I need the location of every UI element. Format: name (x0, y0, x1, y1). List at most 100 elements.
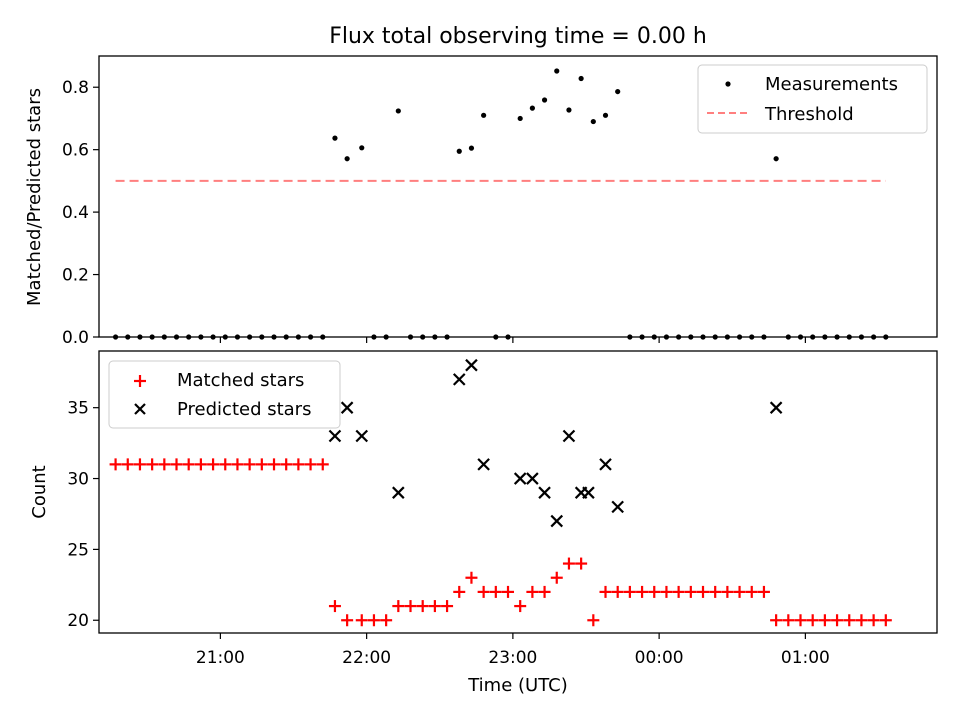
predicted-star-point (477, 458, 490, 471)
measurement-point (797, 334, 804, 340)
measurement-point (627, 334, 633, 340)
x-tick-label: 22:00 (342, 648, 391, 668)
x-tick-label: 23:00 (488, 648, 537, 668)
matched-star-point (733, 585, 746, 598)
matched-star-point (109, 458, 122, 471)
matched-star-point (428, 600, 441, 613)
matched-star-point (146, 458, 159, 471)
matched-star-point (121, 458, 134, 471)
measurement-point (822, 334, 828, 340)
matched-star-point (416, 600, 429, 613)
matched-star-point (489, 585, 502, 598)
y-tick-label: 0.8 (62, 78, 89, 98)
matched-star-point (304, 458, 317, 471)
y-tick-label: 0.2 (62, 266, 89, 286)
measurement-point (371, 334, 377, 340)
measurement-point (529, 105, 535, 111)
measurement-point (810, 334, 816, 340)
measurement-point (554, 68, 560, 74)
bottom-y-ticks: 20 25 30 35 (67, 399, 99, 631)
top-legend-box (697, 64, 928, 134)
measurement-point (761, 334, 767, 340)
matched-star-point (648, 585, 661, 598)
legend-matched-label: Matched stars (177, 370, 304, 391)
legend-predicted-marker (134, 403, 146, 415)
measurement-point (320, 334, 326, 340)
predicted-star-point (465, 358, 478, 372)
measurement-point (858, 334, 865, 340)
measurement-point (651, 334, 657, 340)
predicted-stars-series (328, 358, 783, 528)
measurement-point (468, 145, 475, 151)
matched-star-point (441, 600, 454, 613)
matched-star-point (879, 614, 892, 627)
legend-predicted-label: Predicted stars (177, 399, 311, 420)
predicted-star-point (599, 458, 612, 471)
matched-star-point (243, 458, 256, 471)
matched-star-point (465, 571, 478, 584)
matched-star-point (599, 585, 612, 598)
matched-star-point (855, 614, 868, 627)
matched-star-point (367, 614, 380, 627)
matched-star-point (672, 585, 685, 598)
measurement-point (307, 334, 314, 340)
y-tick-label: 0.0 (62, 328, 89, 348)
measurement-point (590, 118, 596, 125)
measurement-point (785, 334, 791, 340)
measurement-point (295, 334, 301, 340)
legend-measurements-label: Measurements (765, 74, 898, 95)
matched-star-point (280, 458, 293, 471)
top-x-ticks (219, 337, 806, 343)
measurement-point (222, 334, 228, 340)
y-tick-label: 20 (67, 611, 89, 631)
measurement-point (395, 108, 401, 114)
matched-star-point (611, 585, 624, 598)
measurement-point (198, 334, 204, 340)
y-tick-label: 30 (67, 470, 89, 490)
matched-star-point (268, 458, 281, 471)
measurement-point (639, 334, 645, 340)
matched-star-point (182, 458, 195, 471)
y-tick-label: 0.6 (62, 141, 89, 161)
top-plot-frame (98, 55, 938, 338)
predicted-star-point (452, 373, 466, 386)
matched-star-point (341, 614, 354, 627)
predicted-star-point (392, 486, 405, 499)
bottom-y-axis-label: Count (29, 465, 50, 518)
bottom-legend-box (108, 360, 341, 429)
predicted-star-point (550, 514, 564, 528)
measurement-point (773, 156, 779, 162)
matched-star-point (660, 585, 673, 598)
x-tick-label: 21:00 (196, 648, 245, 668)
measurement-point (481, 112, 487, 118)
measurement-point (541, 97, 548, 103)
bottom-x-axis-label: Time (UTC) (467, 675, 568, 696)
top-title: Flux total observing time = 0.00 h (329, 24, 707, 49)
legend-threshold-label: Threshold (764, 104, 854, 125)
bottom-legend: Matched stars Predicted stars (108, 360, 341, 429)
measurement-point (444, 334, 450, 340)
measurement-point (125, 334, 131, 340)
bottom-plot-frame (98, 350, 938, 634)
measurement-point (505, 334, 511, 340)
measurement-point (420, 334, 426, 340)
matched-star-point (207, 458, 220, 471)
matched-star-point (831, 614, 844, 627)
matched-star-point (502, 585, 515, 598)
measurement-point (846, 334, 852, 340)
measurement-point (161, 334, 167, 340)
measurement-point (736, 334, 743, 340)
measurement-point (517, 115, 523, 122)
matched-star-point (806, 614, 819, 627)
bottom-x-ticks: 21:00 22:00 23:00 00:00 01:00 (196, 633, 830, 668)
matched-star-point (867, 614, 880, 627)
matched-star-point (404, 600, 417, 613)
top-legend: Measurements Threshold (697, 64, 928, 134)
bottom-panel: Count Time (UTC) 20 25 30 35 21:00 22:00 23:0… (29, 350, 938, 696)
measurement-point (344, 156, 350, 162)
x-tick-label: 01:00 (781, 648, 830, 668)
matched-star-point (684, 585, 697, 598)
y-tick-label: 0.4 (62, 203, 89, 223)
measurement-point (749, 334, 755, 340)
predicted-star-point (340, 401, 354, 414)
